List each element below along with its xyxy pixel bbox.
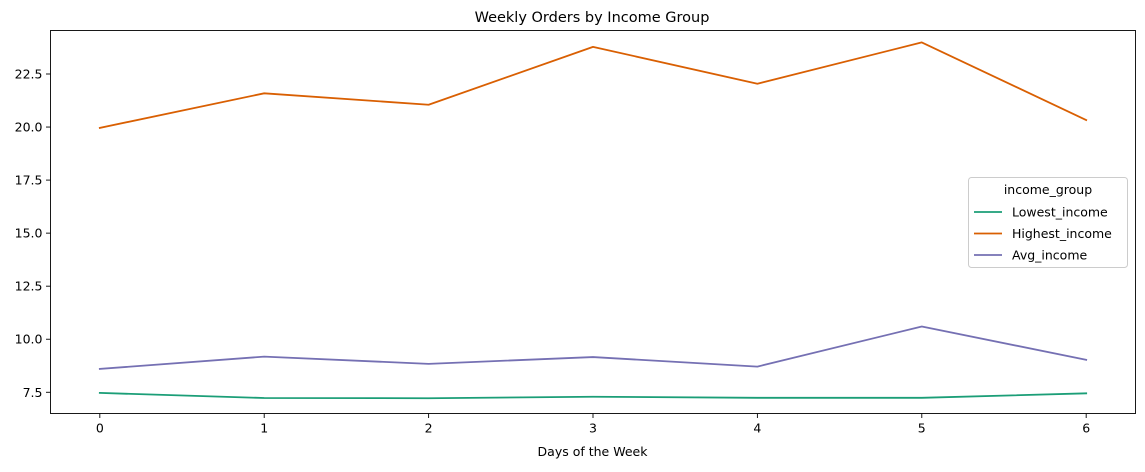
x-axis: 0 1 2 3 4 5 6 — [96, 413, 1090, 436]
chart-title: Weekly Orders by Income Group — [475, 10, 710, 26]
legend-label: Highest_income — [1012, 226, 1112, 241]
series-layer — [98, 41, 1088, 400]
legend-box — [968, 177, 1128, 268]
x-axis-label: Days of the Week — [538, 444, 649, 459]
x-tick-label: 4 — [753, 421, 761, 436]
x-tick-label: 0 — [96, 421, 104, 436]
y-tick-label: 15.0 — [15, 226, 43, 241]
x-tick-label: 3 — [589, 421, 597, 436]
y-axis: 7.5 10.0 12.5 15.0 17.5 20.0 22.5 — [15, 66, 51, 400]
legend-entries: Lowest_income Highest_income Avg_income — [974, 205, 1112, 263]
x-tick-label: 2 — [425, 421, 433, 436]
y-tick-label: 12.5 — [15, 279, 43, 294]
x-tick-label: 5 — [918, 421, 926, 436]
legend-title: income_group — [1004, 182, 1092, 197]
x-tick-label: 1 — [260, 421, 268, 436]
series-line-0 — [98, 391, 1088, 400]
legend-label: Lowest_income — [1012, 205, 1108, 220]
x-tick-label: 6 — [1082, 421, 1090, 436]
series-line-2 — [98, 325, 1088, 370]
series-line-1 — [98, 41, 1088, 129]
y-tick-label: 10.0 — [15, 332, 43, 347]
y-tick-label: 17.5 — [15, 173, 43, 188]
legend: income_group Lowest_income Highest_income… — [968, 177, 1128, 268]
legend-label: Avg_income — [1012, 248, 1087, 263]
y-tick-label: 20.0 — [15, 120, 43, 135]
y-tick-label: 7.5 — [23, 385, 43, 400]
y-tick-label: 22.5 — [15, 66, 43, 81]
